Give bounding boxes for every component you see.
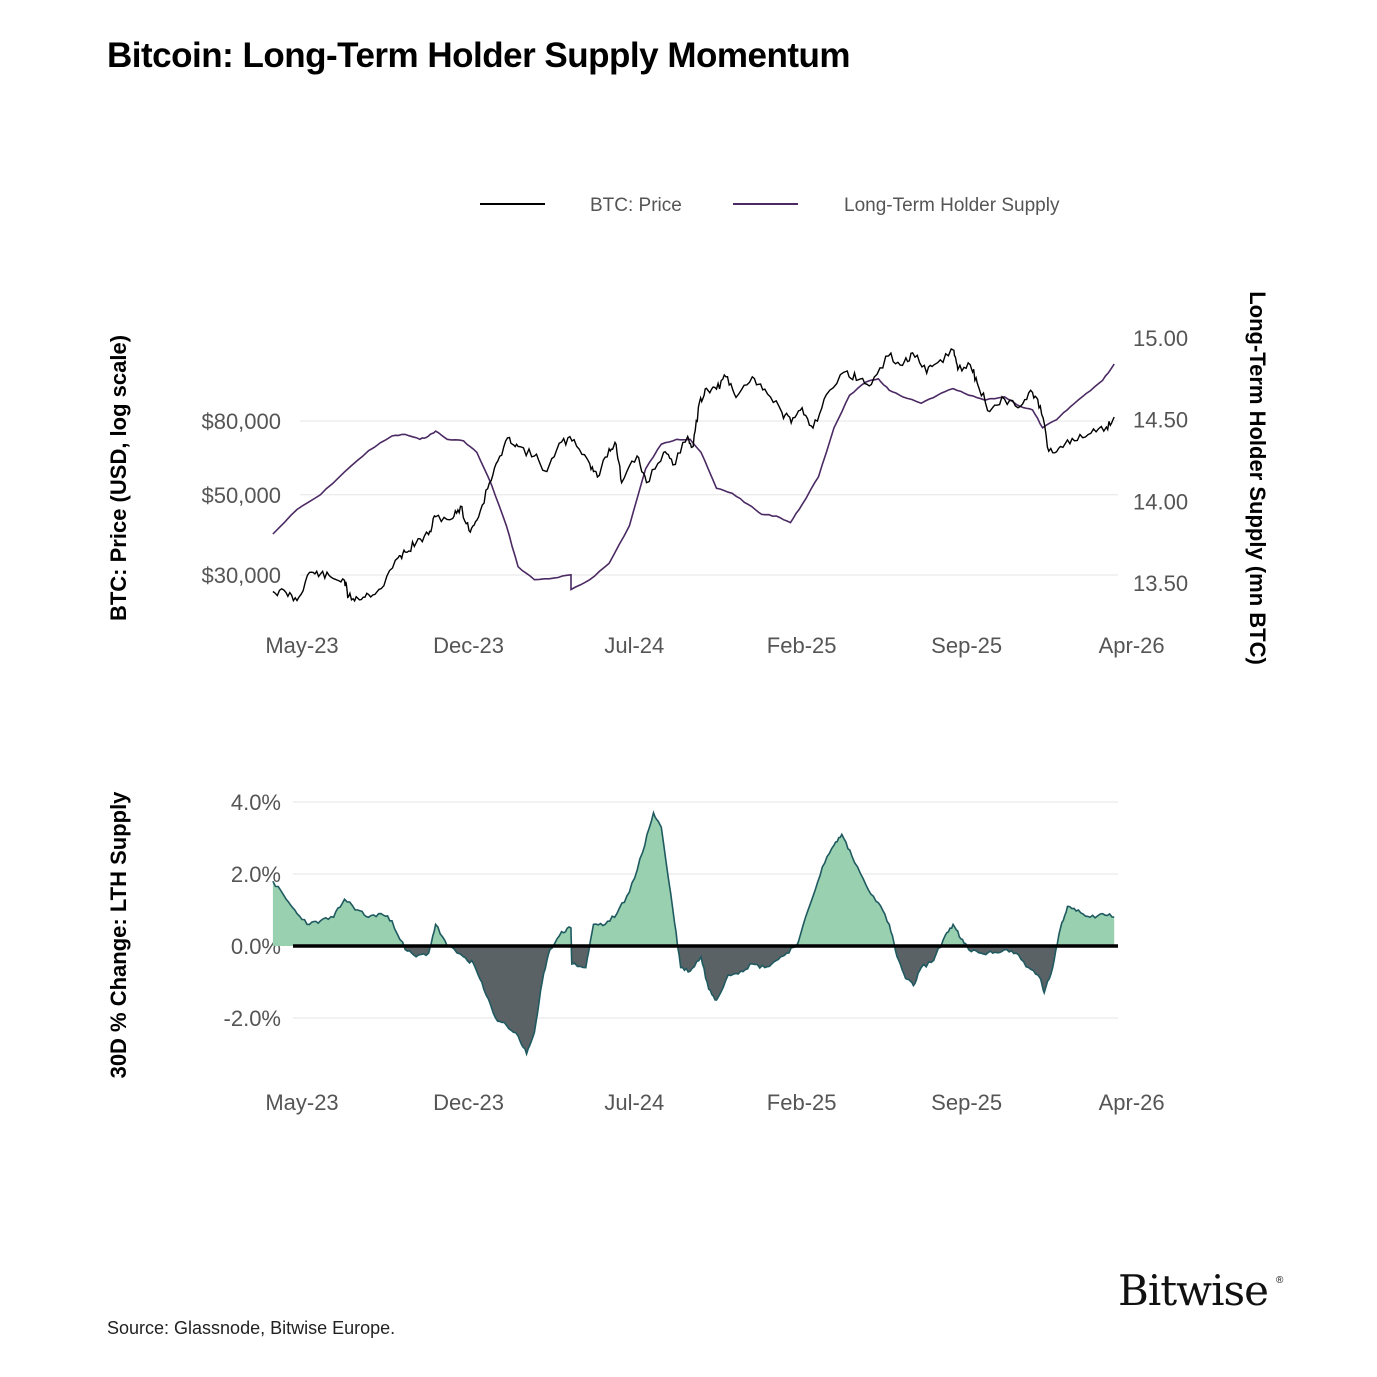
top-x-tick-label: May-23 — [265, 633, 338, 658]
right-axis-title-lth: Long-Term Holder Supply (mn BTC) — [1245, 291, 1270, 665]
top-right-tick-label: 15.00 — [1133, 326, 1188, 351]
legend-label-price: BTC: Price — [590, 195, 682, 216]
bottom-x-tick-label: Feb-25 — [767, 1090, 837, 1115]
lth-momentum-chart: -2.0% 0.0% 2.0% 4.0% May-23 Dec-23 Jul-24 Feb-2… — [224, 790, 1165, 1115]
price-lth-chart: $30,000 $50,000 $80,000 13.50 14.00 14.50 15.0… — [201, 326, 1188, 658]
top-x-tick-label: Dec-23 — [433, 633, 504, 658]
brand-name: Bitwise — [1118, 1266, 1268, 1315]
top-right-tick-label: 14.00 — [1133, 489, 1188, 514]
top-x-tick-label: Sep-25 — [931, 633, 1002, 658]
bottom-y-tick-label: 2.0% — [231, 862, 281, 887]
bottom-x-tick-label: Jul-24 — [604, 1090, 664, 1115]
top-x-tick-label: Feb-25 — [767, 633, 837, 658]
bottom-x-tick-label: Dec-23 — [433, 1090, 504, 1115]
left-axis-title-momentum: 30D % Change: LTH Supply — [106, 791, 131, 1079]
series-line-30d-change — [272, 810, 1115, 1057]
bottom-x-tick-label: May-23 — [265, 1090, 338, 1115]
legend: BTC: Price Long-Term Holder Supply — [480, 195, 1060, 216]
series-line-btc-price — [272, 348, 1115, 603]
bitwise-logo: Bitwise ® — [1118, 1266, 1284, 1315]
source-note: Source: Glassnode, Bitwise Europe. — [107, 1318, 395, 1338]
series-line-lth-supply — [272, 363, 1115, 591]
bottom-y-tick-label: -2.0% — [224, 1006, 281, 1031]
bottom-x-tick-label: Apr-26 — [1099, 1090, 1165, 1115]
top-left-tick-label: $30,000 — [201, 563, 281, 588]
bottom-x-tick-label: Sep-25 — [931, 1090, 1002, 1115]
top-left-tick-label: $50,000 — [201, 483, 281, 508]
bottom-y-tick-label: 4.0% — [231, 790, 281, 815]
area-positive-change — [272, 812, 1115, 946]
top-x-tick-label: Jul-24 — [604, 633, 664, 658]
top-x-tick-label: Apr-26 — [1099, 633, 1165, 658]
left-axis-title-price: BTC: Price (USD, log scale) — [106, 335, 131, 621]
chart-title: Bitcoin: Long-Term Holder Supply Momentu… — [107, 36, 850, 75]
bottom-y-tick-label: 0.0% — [231, 934, 281, 959]
top-left-tick-label: $80,000 — [201, 409, 281, 434]
area-negative-change — [272, 946, 1115, 1054]
brand-mark: ® — [1276, 1275, 1284, 1286]
top-right-tick-label: 14.50 — [1133, 408, 1188, 433]
legend-label-lth: Long-Term Holder Supply — [844, 195, 1060, 216]
top-right-tick-label: 13.50 — [1133, 571, 1188, 596]
